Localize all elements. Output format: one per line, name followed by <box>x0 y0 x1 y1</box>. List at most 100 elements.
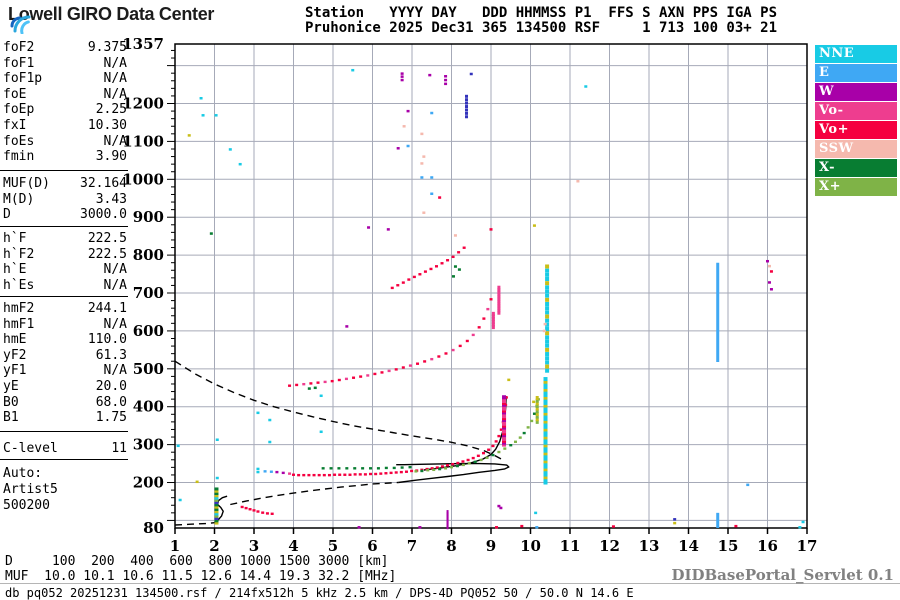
trace-o-trace-F2 <box>394 471 398 474</box>
trace-o-trace-F2 <box>476 454 480 458</box>
trace-oblique-streak <box>429 267 433 271</box>
column-spread-column-high <box>545 352 550 357</box>
trace-x-trace-rise <box>420 469 424 473</box>
scatter-echo-point <box>507 378 511 382</box>
trace-x-trace-rise <box>444 467 448 470</box>
column-spread-column-low <box>543 464 548 469</box>
param-value: N/A <box>103 133 127 149</box>
column-spread-column-high <box>545 360 550 365</box>
scatter-echo-point <box>268 440 272 444</box>
trace-o-trace-F2 <box>348 473 352 476</box>
scatter-echo-point <box>453 265 457 268</box>
column-navy-dotted-column <box>465 108 469 112</box>
param-value: N/A <box>103 277 127 293</box>
muf-row: MUF 10.0 10.1 10.6 11.5 12.6 14.4 19.3 3… <box>5 569 397 584</box>
trace-second-hop-trace <box>309 382 313 385</box>
column-es-spread-column <box>214 494 219 498</box>
param-value: 32.164 <box>80 176 127 191</box>
trace-o-trace-F2 <box>363 473 367 476</box>
column-spread-column-low <box>543 456 548 461</box>
param-row-b0: B0 68.0 <box>3 395 127 410</box>
column-second-hop-cusp <box>497 294 501 299</box>
column-second-hop-cusp2 <box>491 314 495 319</box>
status-line: db pq052 20251231 134500.rsf / 214fx512h… <box>5 586 634 600</box>
column-es-spread-column <box>214 496 219 500</box>
trace-x-trace-flat <box>353 467 357 470</box>
scatter-echo-point <box>444 78 448 82</box>
trace-second-hop-trace <box>394 368 398 371</box>
scatter-echo-point <box>734 524 738 528</box>
trace-second-hop-trace <box>337 378 341 382</box>
column-spread-column-low <box>543 435 548 440</box>
trace-x-trace-rise <box>473 460 477 464</box>
trace-second-hop-trace <box>295 383 299 387</box>
param-value: 244.1 <box>87 301 127 316</box>
curve-profile-valley-dashed <box>230 481 399 506</box>
trace-o-trace-F2 <box>307 473 311 477</box>
x-axis-label: 7 <box>407 537 417 555</box>
column-spread-column-high <box>545 339 550 344</box>
column-es-spread-column <box>214 514 219 518</box>
panel-separator <box>0 431 128 432</box>
scatter-echo-point <box>457 268 461 271</box>
param-value: 10.30 <box>87 118 127 133</box>
legend-item-e: E <box>815 64 897 82</box>
column-spread-column-low <box>543 400 548 405</box>
trace-x-trace-flat <box>384 466 388 470</box>
param-label: M(D) <box>3 191 35 207</box>
scatter-echo-point <box>307 387 311 390</box>
column-spread-column-high <box>545 318 550 323</box>
trace-x-trace-rise <box>414 470 418 473</box>
trace-second-hop-trace <box>482 317 486 320</box>
column-spread-column-high <box>545 314 550 319</box>
column-es-spread-column <box>214 487 219 491</box>
trace-o-trace-F2 <box>379 472 383 475</box>
column-second-hop-cusp <box>497 290 501 295</box>
scatter-echo-point <box>489 228 493 231</box>
x-axis-label: 5 <box>328 537 338 555</box>
column-es-spread-column <box>214 503 219 507</box>
y-axis-label: 300 <box>133 436 164 454</box>
x-axis-label: 15 <box>718 537 739 555</box>
trace-second-hop-trace <box>380 371 384 374</box>
param-row-foep: foEp 2.25 <box>3 102 127 117</box>
column-second-hop-cusp <box>497 285 501 290</box>
y-axis-label: 1000 <box>122 170 164 188</box>
scatter-echo-point <box>256 467 260 471</box>
trace-second-hop-trace <box>373 372 377 376</box>
trace-x-trace-rise <box>461 463 465 467</box>
scatter-echo-point <box>769 288 773 291</box>
column-es-spread-column <box>214 489 219 493</box>
column-second-hop-cusp2 <box>491 322 495 327</box>
trace-o-trace-F2 <box>410 469 414 473</box>
trace-o-trace-lead <box>263 470 267 473</box>
scatter-echo-point <box>268 418 272 422</box>
trace-x-trace-rise <box>491 453 495 457</box>
param-row-hmf1: hmF1 N/A <box>3 317 127 332</box>
trace-es-segment <box>252 509 256 512</box>
scatter-echo-point <box>199 96 203 100</box>
scatter-echo-point <box>801 520 805 524</box>
column-spread-column-high <box>545 331 550 336</box>
param-row-ye: yE 20.0 <box>3 379 127 394</box>
trace-o-trace-F2 <box>317 473 321 477</box>
x-axis-label: 13 <box>639 537 660 555</box>
column-spread-column-low <box>543 443 548 448</box>
param-label: foF1 <box>3 55 35 71</box>
column-spread-column-low <box>543 419 548 424</box>
auto-scaler-line: 500200 <box>3 498 127 513</box>
scatter-echo-point <box>228 148 232 151</box>
trace-o-trace-F2 <box>504 396 508 399</box>
column-spread-column-low <box>543 480 548 485</box>
x-axis-label: 8 <box>446 537 456 555</box>
trace-oblique-streak <box>440 262 444 265</box>
column-spread-column-low <box>543 403 548 408</box>
trace-second-hop-trace <box>477 326 481 329</box>
trace-x-trace-rise <box>426 469 430 472</box>
auto-scaler-line: Auto: <box>3 466 127 481</box>
trace-second-hop-trace <box>423 360 427 363</box>
column-spread-column-low <box>543 392 548 397</box>
y-axis-label: 80 <box>143 519 164 537</box>
column-spread-column-low <box>543 379 548 384</box>
